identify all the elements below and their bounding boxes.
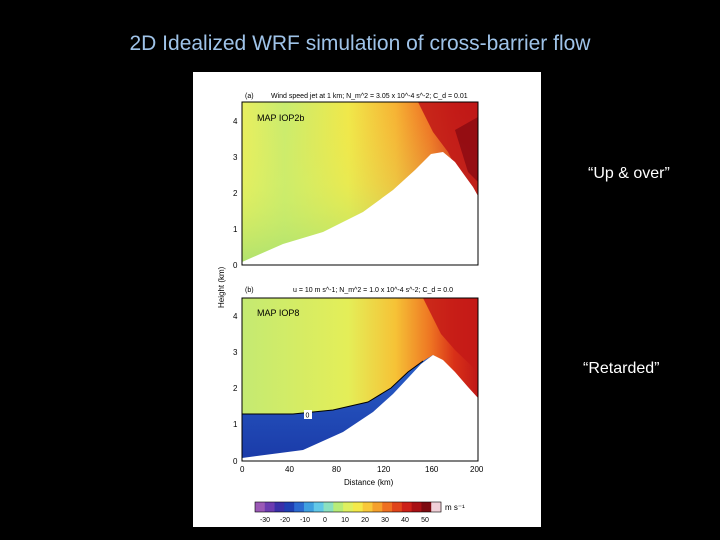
panel-a-terrain [242, 152, 478, 265]
panel-a: (a) Wind speed jet at 1 km; N_m^2 = 3.05… [233, 93, 479, 270]
panel-a-jet-max [455, 117, 478, 182]
panel-a-ytick-2: 2 [233, 189, 238, 198]
x-axis-label: Distance (km) [344, 478, 394, 487]
x-tick-0: 0 [240, 465, 245, 474]
x-axis: 0 40 80 120 160 200 Distance (km) [240, 465, 484, 487]
colorbar-tick-label: -20 [280, 517, 290, 524]
colorbar-swatch [284, 502, 295, 512]
x-tick-200: 200 [470, 465, 484, 474]
panel-b-ytick-2: 2 [233, 384, 238, 393]
colorbar-swatch [362, 502, 373, 512]
colorbar-tick-label: 20 [361, 517, 369, 524]
colorbar-swatch [274, 502, 285, 512]
panel-a-case-label: MAP IOP2b [257, 113, 304, 123]
colorbar-tick-label: -10 [300, 517, 310, 524]
x-tick-40: 40 [285, 465, 294, 474]
colorbar-frame [254, 501, 442, 513]
colorbar-swatch [411, 502, 422, 512]
panel-a-tag: (a) [245, 93, 254, 100]
panel-b-terrain [242, 355, 478, 461]
colorbar-swatch [421, 502, 432, 512]
callout-up-and-over: “Up & over” [588, 165, 670, 182]
colorbar-swatch [352, 502, 364, 512]
panel-b-jet-core [423, 298, 478, 372]
colorbar-swatch [264, 502, 276, 512]
colorbar-tick-label: 0 [323, 517, 327, 524]
panel-a-header: Wind speed jet at 1 km; N_m^2 = 3.05 x 1… [271, 93, 468, 100]
colorbar-swatch [392, 502, 403, 512]
panel-b-ytick-0: 0 [233, 457, 238, 466]
x-tick-120: 120 [377, 465, 391, 474]
panel-a-ytick-3: 3 [233, 153, 238, 162]
colorbar-swatch [323, 502, 334, 512]
wrf-figure: (a) Wind speed jet at 1 km; N_m^2 = 3.05… [217, 93, 484, 524]
colorbar-swatch [294, 502, 305, 512]
colorbar-tick-label: 50 [421, 517, 429, 524]
colorbar-swatch [333, 502, 344, 512]
colorbar-tick-label: -30 [260, 517, 270, 524]
colorbar-tick-label: 10 [341, 517, 349, 524]
slide-title: 2D Idealized WRF simulation of cross-bar… [129, 32, 591, 55]
panel-a-ytick-0: 0 [233, 261, 238, 270]
colorbar-tick-label: 30 [381, 517, 389, 524]
panel-b-frame [241, 297, 479, 462]
callout-retarded: “Retarded” [583, 360, 660, 377]
colorbar-swatch [382, 502, 393, 512]
panel-b-contour-label: 0 [306, 413, 310, 420]
colorbar-ticks: -30 -20 -10 0 10 20 30 40 50 [260, 517, 429, 524]
colorbar-swatch [343, 502, 354, 512]
colorbar-swatch [255, 502, 266, 512]
colorbar [254, 501, 442, 513]
x-tick-80: 80 [332, 465, 341, 474]
panel-b-case-label: MAP IOP8 [257, 308, 299, 318]
panel-b-ytick-1: 1 [233, 420, 238, 429]
colorbar-swatch [401, 502, 413, 512]
panel-b: (b) u = 10 m s^-1; N_m^2 = 1.0 x 10^-4 s… [233, 287, 479, 466]
panel-a-ytick-1: 1 [233, 225, 238, 234]
panel-a-ytick-4: 4 [233, 117, 238, 126]
x-tick-160: 160 [425, 465, 439, 474]
colorbar-unit: m s⁻¹ [445, 503, 465, 512]
panel-b-zero-contour [242, 360, 424, 415]
panel-b-contour-label-box [304, 410, 312, 419]
colorbar-swatch [372, 502, 383, 512]
panel-a-frame [241, 101, 479, 266]
panel-b-header: u = 10 m s^-1; N_m^2 = 1.0 x 10^-4 s^-2;… [293, 287, 453, 294]
figure-panel: (a) Wind speed jet at 1 km; N_m^2 = 3.05… [193, 72, 541, 527]
colorbar-tick-label: 40 [401, 517, 409, 524]
colorbar-swatch [431, 502, 442, 512]
y-axis-label: Height (km) [217, 266, 226, 308]
colorbar-swatch [303, 502, 315, 512]
panel-b-ytick-4: 4 [233, 312, 238, 321]
panel-b-ytick-3: 3 [233, 348, 238, 357]
colorbar-swatch [313, 502, 325, 512]
panel-b-tag: (b) [245, 287, 254, 294]
